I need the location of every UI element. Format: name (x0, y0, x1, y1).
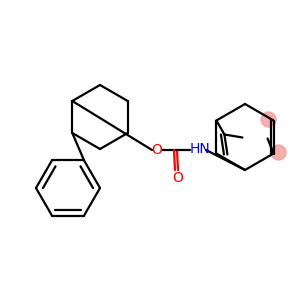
Text: O: O (172, 171, 183, 185)
Text: O: O (152, 143, 162, 157)
Circle shape (261, 112, 276, 127)
Text: HN: HN (190, 142, 210, 156)
Circle shape (271, 145, 286, 160)
